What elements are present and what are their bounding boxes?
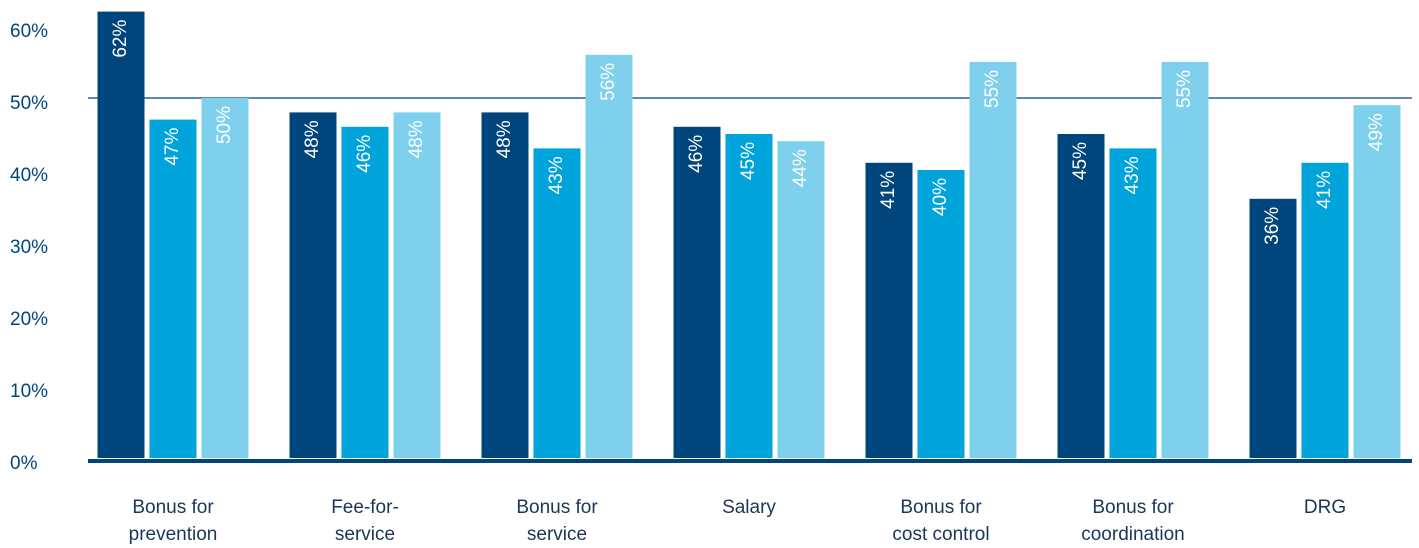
bar (201, 98, 249, 458)
value-label: 45% (738, 142, 759, 180)
value-label: 44% (790, 149, 811, 187)
value-label: 55% (1174, 70, 1195, 108)
bar (1161, 62, 1209, 458)
x-tick-label: DRG (1304, 497, 1346, 518)
bar (585, 54, 633, 459)
value-label: 48% (302, 120, 323, 158)
x-tick-label: service (335, 524, 395, 545)
bar (777, 141, 825, 458)
y-tick-label: 40% (10, 165, 48, 186)
bar (1353, 105, 1401, 458)
bar (917, 170, 965, 458)
bar (969, 62, 1017, 458)
x-tick-label: coordination (1081, 524, 1185, 545)
y-tick-label: 30% (10, 237, 48, 258)
x-tick-label: Bonus for (132, 497, 214, 518)
bar (725, 134, 773, 458)
bar (1301, 162, 1349, 459)
value-label: 55% (982, 70, 1003, 108)
bar (1057, 134, 1105, 458)
value-label: 48% (406, 120, 427, 158)
x-tick-label: Salary (722, 497, 776, 518)
x-tick-label: Bonus for (516, 497, 598, 518)
value-label: 62% (110, 19, 131, 57)
x-tick-label: cost control (892, 524, 989, 545)
x-tick-label: Bonus for (900, 497, 982, 518)
value-label: 47% (162, 127, 183, 165)
value-label: 41% (878, 171, 899, 209)
bar (673, 126, 721, 459)
value-label: 48% (494, 120, 515, 158)
bar (393, 112, 441, 459)
bar (1249, 198, 1297, 459)
bar (341, 126, 389, 459)
bar (1109, 148, 1157, 458)
y-tick-label: 20% (10, 309, 48, 330)
value-label: 40% (930, 178, 951, 216)
value-label: 41% (1314, 171, 1335, 209)
bar (481, 112, 529, 459)
value-label: 36% (1262, 207, 1283, 245)
bar (149, 119, 197, 458)
bar (289, 112, 337, 459)
x-tick-label: service (527, 524, 587, 545)
value-label: 45% (1070, 142, 1091, 180)
value-label: 46% (686, 135, 707, 173)
x-tick-label: Fee-for- (331, 497, 399, 518)
y-tick-label: 10% (10, 381, 48, 402)
value-label: 50% (214, 106, 235, 144)
x-tick-label: prevention (129, 524, 218, 545)
y-tick-label: 50% (10, 93, 48, 114)
bar (865, 162, 913, 459)
x-tick-label: Bonus for (1092, 497, 1174, 518)
value-label: 46% (354, 135, 375, 173)
value-label: 43% (1122, 156, 1143, 194)
bar (97, 11, 145, 458)
y-tick-label: 0% (10, 453, 38, 474)
value-label: 56% (598, 63, 619, 101)
value-label: 49% (1366, 113, 1387, 151)
value-label: 43% (546, 156, 567, 194)
bar (533, 148, 581, 458)
y-tick-label: 60% (10, 21, 48, 42)
